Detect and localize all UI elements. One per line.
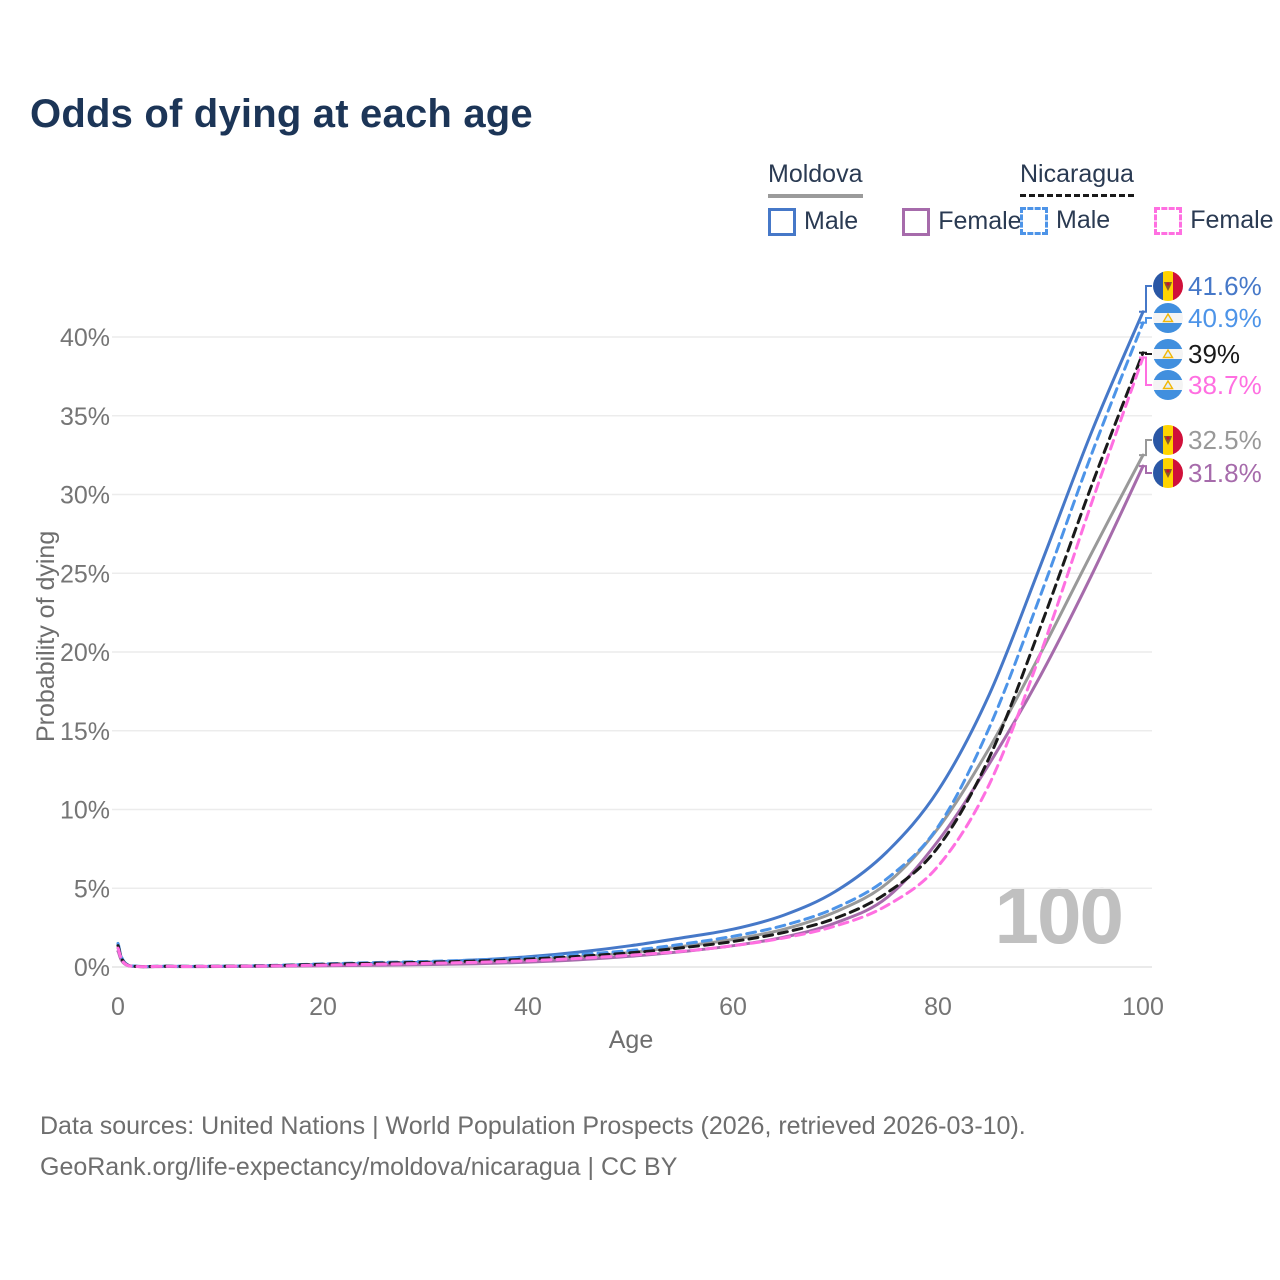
series-line-moldova-male[interactable] — [116, 310, 1145, 969]
legend-item-label: Male — [804, 207, 859, 235]
age-counter-watermark: 100 — [994, 871, 1124, 960]
x-axis-title: Age — [608, 1026, 654, 1054]
x-tick-label: 100 — [1122, 993, 1164, 1021]
nicaragua-female-swatch-icon — [1154, 206, 1183, 235]
series-line-nicaragua[interactable] — [116, 351, 1145, 969]
series-line-nicaragua-male[interactable] — [116, 321, 1145, 968]
y-tick-label: 10% — [60, 797, 110, 825]
y-tick-label: 35% — [60, 403, 110, 431]
legend-item-moldova-male[interactable]: Male — [768, 207, 858, 236]
series-line-nicaragua-female[interactable] — [116, 356, 1145, 969]
nicaragua-male-swatch-icon — [1020, 206, 1048, 235]
legend-item-label: Female — [1190, 206, 1274, 234]
moldova-male-swatch-icon — [768, 207, 796, 236]
end-label-connector — [1139, 356, 1152, 386]
nicaragua-flag-icon — [1153, 370, 1183, 400]
end-value-label-nicaragua: 39% — [1188, 339, 1240, 369]
footer: Data sources: United Nations | World Pop… — [40, 1106, 1026, 1188]
moldova-female-swatch-icon — [902, 207, 931, 236]
x-tick-label: 80 — [924, 993, 952, 1021]
y-tick-label: 40% — [60, 324, 110, 352]
attribution-link-text[interactable]: GeoRank.org/life-expectancy/moldova/nica… — [40, 1153, 678, 1181]
end-label-connector — [1139, 465, 1152, 474]
moldova-flag-icon — [1153, 458, 1183, 488]
end-value-label-moldova-female: 31.8% — [1188, 458, 1262, 488]
x-tick-label: 20 — [309, 993, 337, 1021]
x-tick-label: 60 — [719, 993, 747, 1021]
legend-item-label: Female — [938, 207, 1022, 235]
y-tick-label: 0% — [74, 954, 110, 982]
end-label-connector — [1139, 285, 1152, 313]
end-value-label-moldova: 32.5% — [1188, 425, 1262, 455]
legend-item-label: Male — [1056, 206, 1111, 234]
y-tick-label: 20% — [60, 639, 110, 667]
nicaragua-flag-icon — [1153, 303, 1183, 333]
end-label-connector — [1139, 317, 1152, 324]
x-tick-label: 40 — [514, 993, 542, 1021]
moldova-flag-icon — [1153, 271, 1183, 301]
y-tick-label: 25% — [60, 560, 110, 588]
y-tick-label: 30% — [60, 482, 110, 510]
page-title: Odds of dying at each age — [30, 92, 533, 136]
y-tick-label: 15% — [60, 718, 110, 746]
legend-country-nicaragua[interactable]: Nicaragua — [1020, 160, 1134, 197]
series-line-moldova[interactable] — [116, 453, 1145, 969]
legend-item-nicaragua-male[interactable]: Male — [1020, 206, 1110, 235]
legend-country-moldova[interactable]: Moldova — [768, 160, 863, 198]
y-tick-label: 5% — [74, 875, 110, 903]
x-tick-label: 0 — [111, 993, 125, 1021]
moldova-flag-icon — [1153, 425, 1183, 455]
end-value-label-moldova-male: 41.6% — [1188, 271, 1262, 301]
end-value-label-nicaragua-female: 38.7% — [1188, 370, 1262, 400]
legend-item-moldova-female[interactable]: Female — [902, 207, 1022, 236]
legend-group-moldova: Moldova Male Female — [768, 160, 1022, 236]
nicaragua-flag-icon — [1153, 339, 1183, 369]
series-line-moldova-female[interactable] — [116, 464, 1145, 969]
legend-group-nicaragua: Nicaragua Male Female — [1020, 160, 1274, 235]
legend-item-nicaragua-female[interactable]: Female — [1154, 206, 1274, 235]
end-value-label-nicaragua-male: 40.9% — [1188, 303, 1262, 333]
legend-row-moldova: Male Female — [768, 207, 1022, 236]
data-sources-text: Data sources: United Nations | World Pop… — [40, 1112, 1026, 1140]
end-label-connector — [1139, 439, 1152, 457]
end-label-connector — [1139, 351, 1152, 355]
legend-row-nicaragua: Male Female — [1020, 206, 1274, 235]
